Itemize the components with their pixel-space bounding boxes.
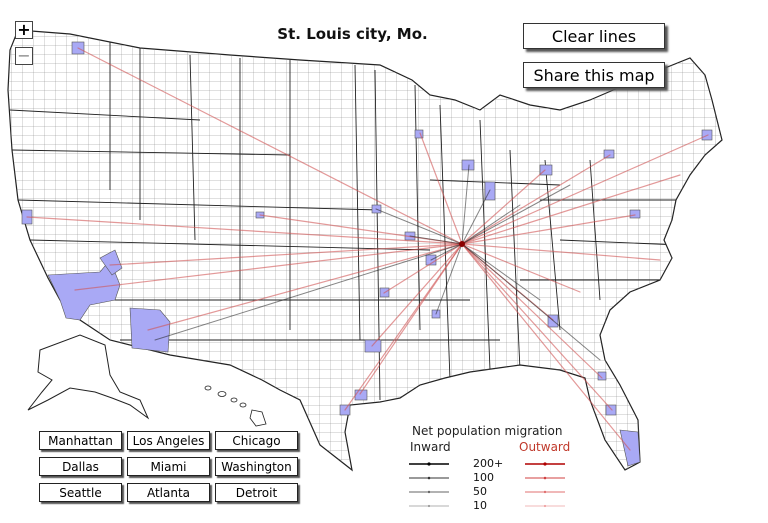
city-button-manhattan[interactable]: Manhattan <box>39 431 122 450</box>
city-button-miami[interactable]: Miami <box>127 457 210 476</box>
zoom-out-button[interactable]: − <box>15 47 33 65</box>
migration-lines <box>26 47 709 451</box>
map-title: St. Louis city, Mo. <box>277 25 428 43</box>
city-button-detroit[interactable]: Detroit <box>215 483 298 502</box>
hawaii <box>204 385 267 427</box>
city-button-los-angeles[interactable]: Los Angeles <box>127 431 210 450</box>
legend-outward-swatches <box>525 462 565 508</box>
legend-line-swatches <box>409 462 565 508</box>
zoom-in-button[interactable]: + <box>15 21 33 39</box>
share-map-button[interactable]: Share this map <box>523 62 665 88</box>
city-button-seattle[interactable]: Seattle <box>39 483 122 502</box>
city-button-atlanta[interactable]: Atlanta <box>127 483 210 502</box>
legend-title: Net population migration <box>412 424 563 438</box>
legend-inward-label: Inward <box>410 440 451 454</box>
city-button-chicago[interactable]: Chicago <box>215 431 298 450</box>
legend-level-100: 100 <box>473 471 494 484</box>
city-button-dallas[interactable]: Dallas <box>39 457 122 476</box>
legend-level-10: 10 <box>473 499 487 512</box>
legend-level-200: 200+ <box>473 457 504 470</box>
legend-level-50: 50 <box>473 485 487 498</box>
legend-outward-label: Outward <box>519 440 571 454</box>
clear-lines-button[interactable]: Clear lines <box>523 23 665 49</box>
legend-inward-swatches <box>409 462 449 508</box>
city-button-washington[interactable]: Washington <box>215 457 298 476</box>
alaska <box>27 334 150 420</box>
